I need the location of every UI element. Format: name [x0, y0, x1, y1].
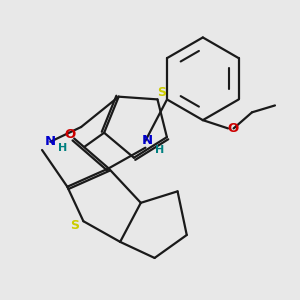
Text: S: S	[70, 219, 80, 232]
Text: N: N	[142, 134, 153, 147]
Text: S: S	[158, 85, 166, 98]
Text: O: O	[227, 122, 238, 135]
Text: O: O	[64, 128, 75, 141]
Text: H: H	[58, 143, 67, 153]
Text: H: H	[154, 145, 164, 155]
Text: N: N	[45, 135, 56, 148]
